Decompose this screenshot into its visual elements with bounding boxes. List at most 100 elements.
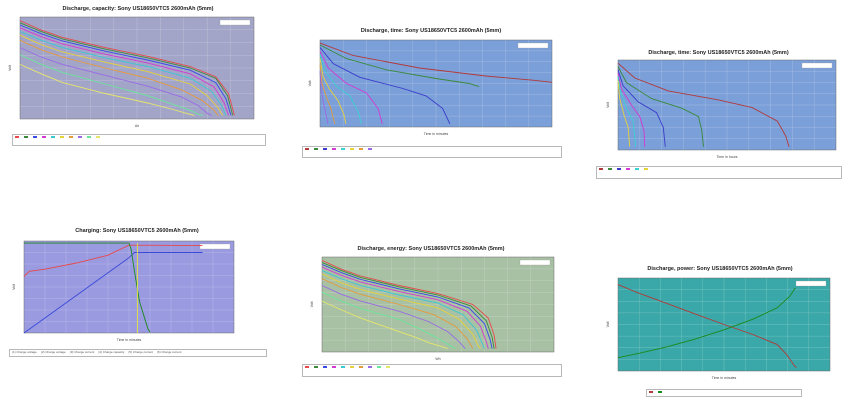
legend-color [60,136,64,138]
legend-color [51,136,55,138]
legend-color [314,366,318,368]
legend-color [314,148,318,150]
plot-area [617,59,837,151]
series-line [321,259,497,349]
legend-color [305,366,309,368]
chart-plot: Time in minutes Volt [308,39,553,136]
legend-swatch [87,135,92,140]
y-axis-label: Volt [8,65,12,71]
x-axis-label: Time in hours [716,155,737,159]
plot-area [19,16,255,120]
series-line [321,266,489,349]
series-line [321,285,466,349]
legend-swatch [368,147,373,152]
legend-swatch [350,365,355,370]
series-line [19,63,195,116]
chart-legend [596,166,842,179]
series-line [321,291,456,349]
legend-swatch [658,390,663,395]
legend-entry: (6) Charge current [156,350,182,354]
legend-swatch [323,147,328,152]
legend-color [599,168,603,170]
legend-swatch [608,167,613,172]
series-line [19,54,203,116]
legend-color [359,366,363,368]
series-line [617,76,637,147]
chart-legend [12,134,266,146]
legend-entry: (4) Charge capacity [98,350,125,354]
legend-swatch [635,167,640,172]
legend-color [15,136,19,138]
legend-swatch [69,135,74,140]
chart-plot: Time in minutes Volt [606,277,831,380]
legend-swatch [323,365,328,370]
legend-color [617,168,621,170]
legend-color [305,148,309,150]
legend-swatch [341,365,346,370]
legend-color [332,366,336,368]
series-line [24,242,151,333]
legend-swatch [341,147,346,152]
series-line [319,71,329,124]
chart-title: Charging: Sony US18650VTC5 2600mAh (5mm) [75,228,199,234]
x-axis-label: Time in minutes [117,338,142,342]
series-line [321,264,493,349]
plot-watermark-box [199,243,231,250]
y-axis-label: Volt [308,81,312,87]
legend-swatch [60,135,65,140]
chart-title: Discharge, capacity: Sony US18650VTC5 26… [62,6,214,12]
series-line [19,31,227,116]
y-axis-label: Volt [310,302,314,308]
chart-title: Discharge, power: Sony US18650VTC5 2600m… [647,266,793,272]
legend-color [350,148,354,150]
series-line [321,300,448,350]
chart-plot: Time in minutes Volt [12,240,235,342]
legend-color [87,136,91,138]
legend-swatch [314,365,319,370]
chart-plot: Wh Volt [310,256,555,361]
legend-color [323,148,327,150]
legend-swatch [33,135,38,140]
legend-color [69,136,73,138]
chart-title: Discharge, energy: Sony US18650VTC5 2600… [357,246,505,252]
legend-color [386,366,390,368]
series-line [19,22,234,116]
legend-color [377,366,381,368]
y-axis-label: Volt [606,322,610,328]
legend-swatch [599,167,604,172]
legend-swatch [617,167,622,172]
plot-watermark-box [519,259,551,266]
plot-watermark-box [795,280,827,287]
legend-swatch [314,147,319,152]
legend-swatch [626,167,631,172]
legend-swatch [644,167,649,172]
series-line [617,287,796,359]
plot-area [321,256,555,353]
series-line [23,244,203,277]
plot-area [23,240,235,334]
legend-swatch [332,365,337,370]
legend-color [341,148,345,150]
series-line [19,34,223,116]
series-line [19,47,212,116]
legend-color [350,366,354,368]
chart-discharge-energy: Discharge, energy: Sony US18650VTC5 2600… [302,246,562,377]
legend-color [368,148,372,150]
legend-color [658,391,662,393]
legend-color [359,148,363,150]
plot-watermark-box [801,62,833,69]
legend-color [635,168,639,170]
legend-swatch [359,147,364,152]
legend-color [649,391,653,393]
chart-plot: Time in hours Volt [606,59,837,159]
chart-charging: Charging: Sony US18650VTC5 2600mAh (5mm)… [6,228,268,358]
legend-swatch [78,135,83,140]
legend-color [368,366,372,368]
x-axis-label: Ah [135,124,139,128]
series-line [321,273,481,349]
legend-color [323,366,327,368]
legend-swatch [96,135,101,140]
series-line [19,27,229,116]
x-axis-label: Time in minutes [712,376,737,380]
legend-color [33,136,37,138]
